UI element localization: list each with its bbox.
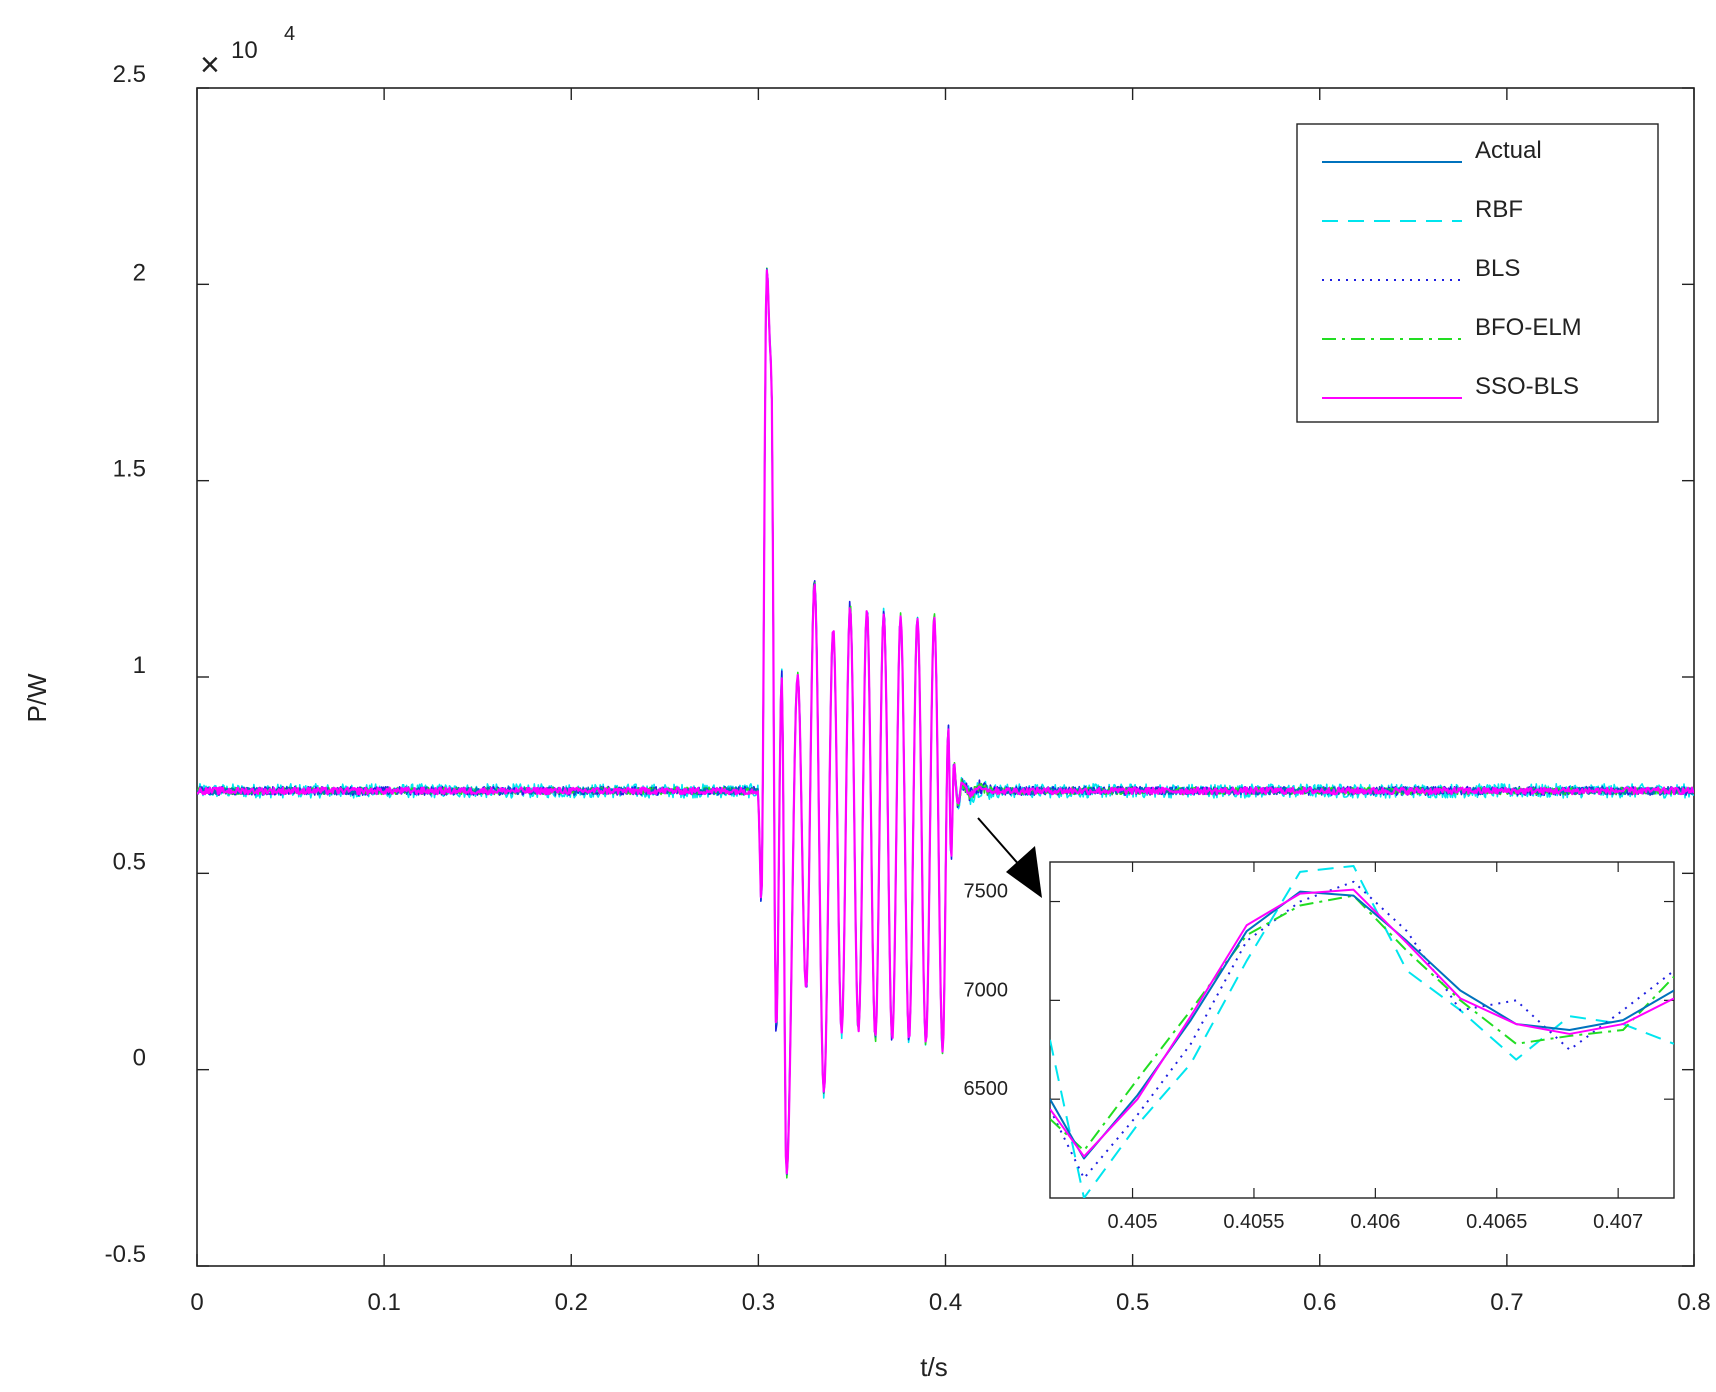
y-axis-label: P/W <box>22 673 52 723</box>
series-line-sso-bls <box>197 269 1694 1175</box>
multiplier-cross: × <box>200 46 220 84</box>
x-tick-label: 0.4 <box>929 1289 962 1316</box>
x-tick-label: 0.8 <box>1677 1289 1710 1316</box>
multiplier-base: 10 <box>231 37 258 64</box>
multiplier-exponent: 4 <box>284 23 295 45</box>
y-tick-label: 1.5 <box>113 456 146 483</box>
y-tick-label: 2 <box>133 259 146 286</box>
x-tick-label: 0.6 <box>1303 1289 1336 1316</box>
x-axis-label: t/s <box>920 1352 947 1382</box>
inset-axis-ticks: 0.405 0.4055 0.406 0.4065 0.407 6500 7000 7500 <box>964 862 1674 1233</box>
zoom-arrow <box>977 817 1042 898</box>
inset-x-tick-label: 0.405 <box>1108 1211 1158 1233</box>
main-axis-ticks: 0 0.1 0.2 0.3 0.4 0.5 0.6 0.7 0.8 -0.5 0 0.5 1 1.5 2 2.… <box>105 61 1711 1316</box>
legend-label-rbf: RBF <box>1475 196 1523 223</box>
inset-series-line-bls <box>1050 880 1674 1180</box>
x-tick-label: 0 <box>190 1289 203 1316</box>
y-axis-multiplier: × 10 4 <box>200 23 295 84</box>
x-tick-label: 0.1 <box>367 1289 400 1316</box>
inset-x-tick-label: 0.407 <box>1593 1211 1643 1233</box>
inset-series-line-bfo-elm <box>1050 894 1674 1152</box>
inset-x-tick-label: 0.4065 <box>1466 1211 1527 1233</box>
x-tick-label: 0.2 <box>555 1289 588 1316</box>
legend-label-bls: BLS <box>1475 255 1520 282</box>
inset-series-line-actual <box>1050 890 1674 1160</box>
legend-items: Actual RBF BLS BFO-ELM SSO-BLS <box>1322 137 1582 400</box>
legend: Actual RBF BLS BFO-ELM SSO-BLS <box>1296 123 1659 423</box>
y-tick-label: 0 <box>133 1045 146 1072</box>
inset-x-tick-label: 0.406 <box>1350 1211 1400 1233</box>
inset-plot: 0.405 0.4055 0.406 0.4065 0.407 6500 7000 7500 <box>964 861 1675 1233</box>
inset-plot-area <box>1049 861 1675 1199</box>
x-tick-label: 0.5 <box>1116 1289 1149 1316</box>
inset-y-tick-label: 7500 <box>964 881 1009 903</box>
y-tick-label: 1 <box>133 652 146 679</box>
inset-series-line-rbf <box>1050 864 1674 1198</box>
zoom-arrow-head <box>1006 846 1042 898</box>
legend-box <box>1296 123 1659 423</box>
inset-series-group <box>1050 864 1674 1198</box>
legend-label-actual: Actual <box>1475 137 1542 164</box>
inset-x-tick-label: 0.4055 <box>1223 1211 1284 1233</box>
legend-label-sso-bls: SSO-BLS <box>1475 373 1579 400</box>
x-tick-label: 0.7 <box>1490 1289 1523 1316</box>
inset-series-line-sso-bls <box>1050 888 1674 1158</box>
y-tick-label: 2.5 <box>113 61 146 88</box>
main-series-group <box>197 267 1694 1179</box>
x-tick-label: 0.3 <box>742 1289 775 1316</box>
inset-y-tick-label: 7000 <box>964 979 1009 1001</box>
inset-y-tick-label: 6500 <box>964 1078 1009 1100</box>
legend-label-bfo-elm: BFO-ELM <box>1475 314 1582 341</box>
y-tick-label: -0.5 <box>105 1241 146 1268</box>
y-tick-label: 0.5 <box>113 848 146 875</box>
